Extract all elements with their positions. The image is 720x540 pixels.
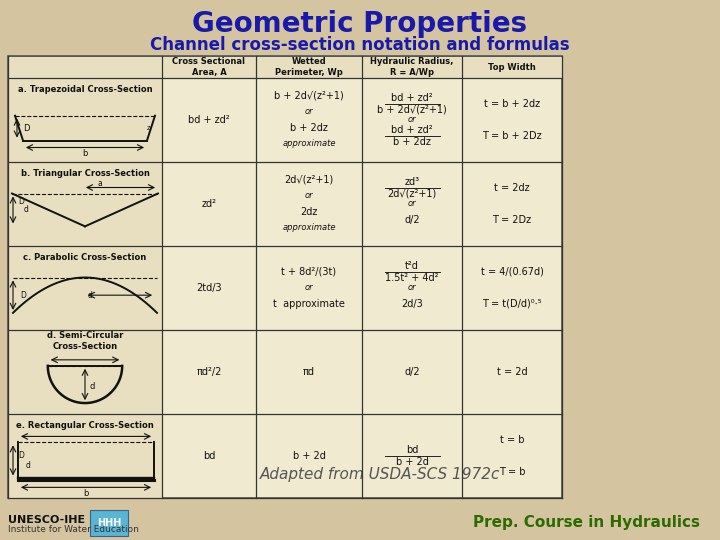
Bar [8,56,162,78]
Text: T = t(D/d)⁰⋅⁵: T = t(D/d)⁰⋅⁵ [482,299,542,309]
Text: Geometric Properties: Geometric Properties [192,10,528,38]
Text: D: D [18,451,24,460]
Bar [8,414,162,498]
Text: t = b + 2dz: t = b + 2dz [484,99,540,109]
Text: d/2: d/2 [404,215,420,225]
Text: Prep. Course in Hydraulics: Prep. Course in Hydraulics [473,515,700,530]
Text: zd²: zd² [202,199,217,209]
Text: or: or [408,199,416,208]
Text: or: or [408,284,416,293]
Text: t = 2dz: t = 2dz [494,183,530,193]
Text: b: b [84,489,89,498]
Text: b + 2dz: b + 2dz [393,137,431,147]
Text: e. Rectangular Cross-Section: e. Rectangular Cross-Section [16,421,154,429]
Text: approximate: approximate [282,224,336,233]
Text: UNESCO-IHE: UNESCO-IHE [8,515,85,525]
Bar [8,78,162,162]
Text: d: d [24,205,29,214]
Text: bd: bd [203,451,215,461]
Text: t  approximate: t approximate [273,299,345,309]
Text: bd + zd²: bd + zd² [188,115,230,125]
Text: Wetted
Perimeter, Wp: Wetted Perimeter, Wp [275,57,343,77]
Text: b + 2d√(z²+1): b + 2d√(z²+1) [274,91,344,101]
Text: T = 2Dz: T = 2Dz [492,215,531,225]
Bar [256,56,362,78]
Text: zd³: zd³ [405,177,420,187]
Bar [8,56,562,498]
Text: b + 2dz: b + 2dz [290,123,328,133]
Text: a. Trapezoidal Cross-Section: a. Trapezoidal Cross-Section [18,84,153,93]
Text: approximate: approximate [282,139,336,148]
Text: d: d [88,291,92,300]
Text: πd²/2: πd²/2 [197,367,222,377]
Bar [462,56,562,78]
Text: Institute for Water Education: Institute for Water Education [8,525,139,535]
Text: z: z [147,125,150,131]
Bar [8,162,162,246]
Text: b: b [82,149,88,158]
Text: or: or [408,116,416,125]
Text: b + 2d: b + 2d [395,457,428,467]
Text: bd + zd²: bd + zd² [391,125,433,135]
Text: HHH: HHH [96,518,121,528]
Bar [162,56,256,78]
Text: 2td/3: 2td/3 [196,283,222,293]
Text: 2dz: 2dz [300,207,318,217]
Text: 2d√(z²+1): 2d√(z²+1) [387,189,436,199]
Text: d. Semi-Circular
Cross-Section: d. Semi-Circular Cross-Section [47,332,123,350]
Text: c. Parabolic Cross-Section: c. Parabolic Cross-Section [23,253,147,261]
Text: bd: bd [406,445,418,455]
Bar [8,246,162,330]
Text: D: D [18,197,24,206]
Text: Top Width: Top Width [488,63,536,71]
Text: or: or [305,284,313,293]
Text: Adapted from USDA-SCS 1972c: Adapted from USDA-SCS 1972c [260,467,500,482]
Text: b. Triangular Cross-Section: b. Triangular Cross-Section [21,168,150,178]
Text: d/2: d/2 [404,367,420,377]
Text: 2d√(z²+1): 2d√(z²+1) [284,175,333,185]
Text: T = b + 2Dz: T = b + 2Dz [482,131,542,141]
Bar [8,330,162,414]
Text: or: or [305,192,313,200]
Text: t²d: t²d [405,261,419,271]
Text: bd + zd²: bd + zd² [391,93,433,103]
Text: or: or [305,107,313,117]
Text: t = b: t = b [500,435,524,445]
Text: D: D [23,124,30,133]
Text: Channel cross-section notation and formulas: Channel cross-section notation and formu… [150,36,570,54]
Text: D: D [20,291,26,300]
Text: d: d [90,382,95,391]
Bar [90,510,128,536]
Text: t = 4/(0.67d): t = 4/(0.67d) [480,267,544,277]
Text: 2d/3: 2d/3 [401,299,423,309]
Text: πd: πd [303,367,315,377]
Text: 1.5t² + 4d²: 1.5t² + 4d² [385,273,438,283]
Bar [362,56,462,78]
Text: t + 8d²/(3t): t + 8d²/(3t) [282,267,336,277]
Text: Cross Sectional
Area, A: Cross Sectional Area, A [173,57,246,77]
Text: T = b: T = b [499,467,526,477]
Text: b + 2d√(z²+1): b + 2d√(z²+1) [377,105,447,115]
Text: d: d [26,461,31,470]
Text: a: a [98,179,102,188]
Text: t = 2d: t = 2d [497,367,527,377]
Text: Hydraulic Radius,
R = A/Wp: Hydraulic Radius, R = A/Wp [370,57,454,77]
Text: b + 2d: b + 2d [292,451,325,461]
